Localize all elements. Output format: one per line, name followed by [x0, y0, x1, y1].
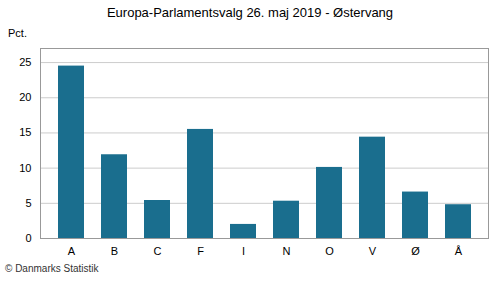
svg-text:N: N: [283, 245, 291, 257]
html-text:Europa-Parlamentsvalg 26. maj: Europa-Parlamentsvalg 26. maj 2019 - Øst…: [106, 5, 394, 20]
svg-text:Å: Å: [455, 245, 463, 257]
html-text:Pct.: Pct.: [8, 27, 27, 39]
svg-text:25: 25: [19, 56, 31, 68]
svg-text:O: O: [325, 245, 334, 257]
svg-text:V: V: [369, 245, 377, 257]
svg-text:15: 15: [19, 126, 31, 138]
svg-text:A: A: [68, 245, 76, 257]
svg-text:Ø: Ø: [411, 245, 420, 257]
svg-text:C: C: [154, 245, 162, 257]
svg-text:I: I: [242, 245, 245, 257]
svg-text:F: F: [197, 245, 204, 257]
svg-text:0: 0: [25, 232, 31, 244]
svg-text:20: 20: [19, 91, 31, 103]
svg-text:5: 5: [25, 197, 31, 209]
svg-text:B: B: [111, 245, 118, 257]
html-text:© Danmarks Statistik: © Danmarks Statistik: [5, 263, 99, 274]
svg-text:10: 10: [19, 162, 31, 174]
